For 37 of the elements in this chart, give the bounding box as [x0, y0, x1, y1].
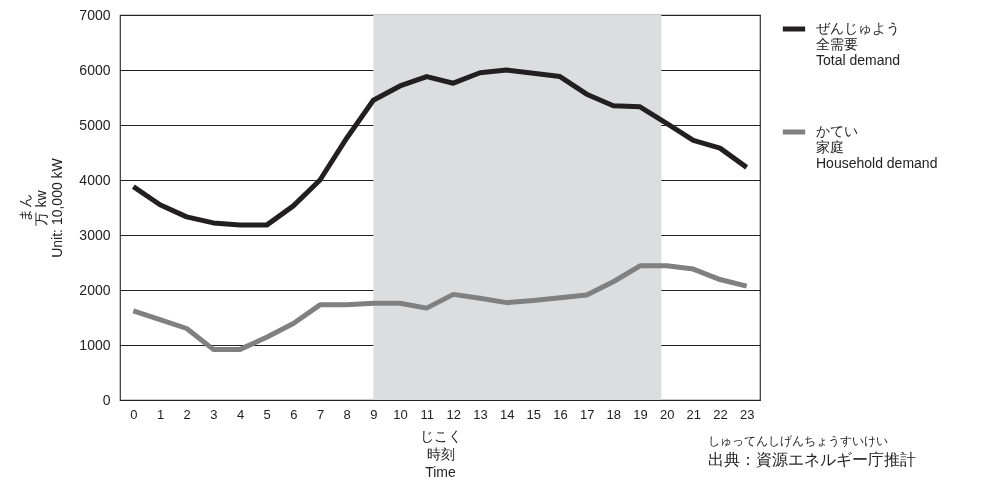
x-tick-label: 17: [579, 406, 595, 422]
y-tick-label: 2000: [79, 281, 111, 298]
x-tick-label: 5: [263, 406, 271, 422]
x-tick-label: 2: [183, 406, 191, 422]
x-tick-label: 8: [343, 406, 351, 422]
x-tick-label: 7: [316, 406, 325, 422]
y-tick-label: 7000: [79, 6, 111, 23]
y-tick-label: 5000: [79, 116, 111, 133]
x-tick-label: 10: [393, 406, 408, 422]
x-tick-label: 4: [236, 406, 245, 422]
y-tick-label: 0: [102, 391, 111, 408]
x-tick-label: 1: [156, 406, 165, 422]
x-tick-label: 22: [713, 406, 728, 422]
x-tick-label: 14: [499, 406, 515, 422]
y-tick-label: 4000: [79, 171, 111, 188]
y-tick-label: 3000: [79, 226, 111, 243]
x-tick-label: 16: [553, 406, 568, 422]
y-axis-title: まん万 kw Unit: 10,000 kW: [17, 157, 66, 258]
text: しゅってんしげんちょうすいけい出典：資源エネルギー庁推計: [708, 434, 916, 468]
x-axis-title: じこく時刻 Time: [419, 427, 462, 480]
x-tick-label: 6: [290, 406, 298, 422]
x-tick-label: 18: [606, 406, 622, 422]
x-tick-label: 23: [739, 406, 755, 422]
legend-label: かてい家庭 Household demand: [816, 123, 938, 171]
x-tick-label: 9: [370, 406, 378, 422]
x-tick-label: 19: [633, 406, 648, 422]
x-tick-label: 15: [526, 406, 542, 422]
x-tick-label: 3: [210, 406, 218, 422]
x-tick-label: 12: [446, 406, 462, 422]
y-tick-label: 1000: [79, 336, 111, 353]
x-tick-label: 11: [420, 406, 434, 422]
x-tick-label: 20: [659, 406, 675, 422]
y-tick-label: 6000: [79, 61, 111, 78]
x-tick-label: 13: [473, 406, 488, 422]
legend-label: ぜんじゅよう全需要 Total demand: [816, 20, 901, 68]
x-tick-label: 0: [130, 406, 138, 422]
x-tick-label: 21: [686, 406, 702, 422]
